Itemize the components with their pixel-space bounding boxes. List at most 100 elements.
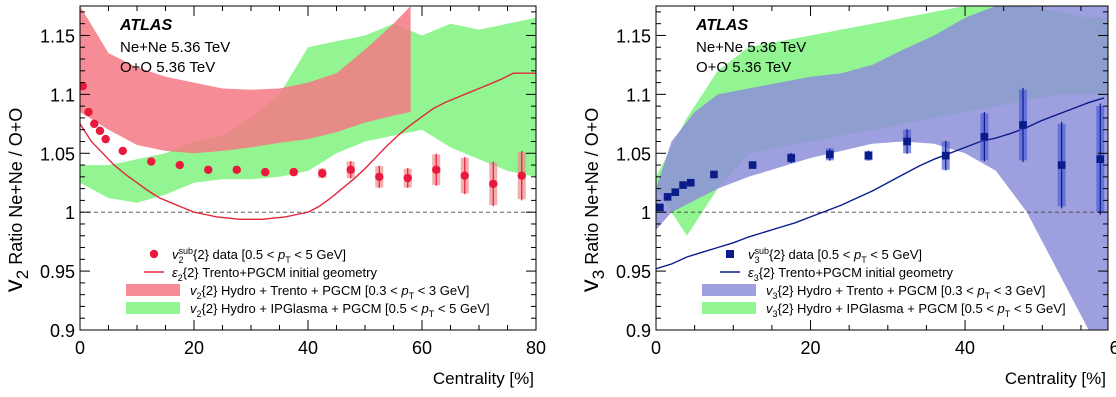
data-point [1057, 161, 1066, 169]
data-point [980, 132, 989, 141]
data-point [403, 173, 412, 183]
y-tick-label: 1.15 [616, 26, 651, 46]
legend-range-end: < 5 GeV] [434, 301, 489, 316]
legend-sub: 3 [773, 309, 778, 319]
y-tick-label: 1.15 [40, 26, 75, 46]
x-tick-label: 0 [651, 338, 661, 358]
legend-entry: v3sub{2} data [0.5 < pT < 5 GeV] [748, 246, 922, 265]
system-label: O+O 5.36 TeV [696, 59, 791, 76]
data-point [84, 107, 93, 117]
data-point [101, 134, 110, 144]
legend-pt: p [421, 301, 429, 316]
legend-pt-sub: T [409, 291, 415, 301]
legend-range: [0.5 < [814, 247, 854, 262]
legend-pt-sub: T [1005, 309, 1011, 319]
data-point [318, 169, 327, 178]
data-point [787, 154, 796, 162]
data-point [90, 119, 99, 129]
legend-sup: sub [179, 246, 194, 256]
atlas-label: ATLAS [119, 17, 172, 34]
y-axis-subscript: 2 [13, 270, 32, 279]
x-tick-label: 80 [526, 338, 546, 358]
plot-area [80, 6, 536, 220]
legend-text: {2} Trento+PGCM initial geometry [759, 265, 954, 280]
y-tick-label: 1.05 [40, 144, 75, 164]
legend-range-end: < 3 GeV] [414, 283, 469, 298]
legend-marker-data [149, 249, 159, 259]
legend-symbol: v [190, 283, 198, 298]
x-tick-label: 20 [184, 338, 204, 358]
x-tick-label: 60 [1110, 338, 1116, 358]
data-point [686, 178, 695, 187]
legend-pt: p [997, 301, 1005, 316]
data-point [261, 167, 270, 177]
legend-text: {2} Hydro + IPGlasma + PGCM [778, 301, 958, 316]
y-axis-label: v2 Ratio Ne+Ne / O+O [0, 108, 32, 293]
y-axis-subscript: 3 [589, 270, 608, 279]
legend-symbol: ε [748, 265, 754, 280]
legend-entry: v3{2} Hydro + Trento + PGCM [0.3 < pT < … [766, 283, 1045, 301]
data-point [375, 172, 384, 182]
y-tick-label: 1.1 [50, 85, 75, 105]
data-point [826, 150, 834, 159]
legend-text: {2} Hydro + IPGlasma + PGCM [202, 301, 382, 316]
legend-range: [0.5 < [957, 301, 997, 316]
legend-entry: v2{2} Hydro + Trento + PGCM [0.3 < pT < … [190, 283, 469, 301]
legend-range-end: < 5 GeV] [291, 247, 346, 262]
system-label: O+O 5.36 TeV [120, 59, 215, 76]
data-point [489, 179, 498, 189]
data-point [748, 161, 757, 169]
x-tick-label: 40 [955, 338, 975, 358]
data-point [232, 165, 241, 174]
y-tick-label: 1.05 [616, 144, 651, 164]
data-point [175, 160, 184, 170]
data-point [864, 151, 873, 160]
y-tick-label: 1 [641, 203, 651, 223]
data-point [432, 165, 441, 174]
data-point [710, 170, 718, 179]
data-point [460, 171, 469, 180]
x-axis-label: Centrality [%] [1005, 369, 1106, 388]
legend-range-end: < 5 GeV] [1010, 301, 1065, 316]
atlas-label: ATLAS [695, 17, 748, 34]
legend-sub: 2 [197, 291, 202, 301]
data-point [671, 188, 680, 196]
legend-pt-sub: T [985, 291, 991, 301]
x-tick-label: 60 [412, 338, 432, 358]
y-axis-text: Ratio Ne+Ne / O+O [582, 108, 602, 270]
legend-sub: 2 [179, 255, 184, 265]
legend-sub: 2 [197, 309, 202, 319]
legend-sub: 3 [754, 273, 759, 283]
data-point [663, 193, 672, 201]
legend-pt: p [277, 247, 285, 262]
legend-symbol: v [172, 247, 180, 262]
legend-text: {2} Hydro + Trento + PGCM [778, 283, 938, 298]
legend-marker-data [726, 250, 734, 258]
plot-frame [655, 5, 1109, 331]
data-point [941, 151, 950, 160]
legend-sup: sub [755, 246, 770, 256]
legend-pt-sub: T [429, 309, 435, 319]
legend-symbol: v [766, 301, 774, 316]
legend-marker-band1 [126, 284, 180, 296]
legend-text: {2} Hydro + Trento + PGCM [202, 283, 362, 298]
legend-text: {2} data [769, 247, 815, 262]
x-tick-label: 40 [298, 338, 318, 358]
y-axis-text: Ratio Ne+Ne / O+O [6, 108, 26, 270]
legend-marker-band2 [126, 302, 180, 314]
legend-entry: v3{2} Hydro + IPGlasma + PGCM [0.5 < pT … [766, 301, 1066, 319]
y-axis-symbol: v [574, 279, 604, 292]
legend-sub: 3 [773, 291, 778, 301]
legend-range: [0.5 < [381, 301, 421, 316]
legend-entry: v2sub{2} data [0.5 < pT < 5 GeV] [172, 246, 346, 265]
legend-pt-sub: T [285, 255, 291, 265]
x-tick-label: 0 [75, 338, 85, 358]
legend-range: [0.3 < [937, 283, 977, 298]
legend-range-end: < 5 GeV] [867, 247, 922, 262]
legend-pt: p [976, 283, 984, 298]
initial-geometry-line [656, 97, 1105, 270]
data-point [204, 165, 213, 174]
legend-entry: ε2{2} Trento+PGCM initial geometry [172, 265, 377, 283]
hydro-trento-band [80, 6, 411, 154]
